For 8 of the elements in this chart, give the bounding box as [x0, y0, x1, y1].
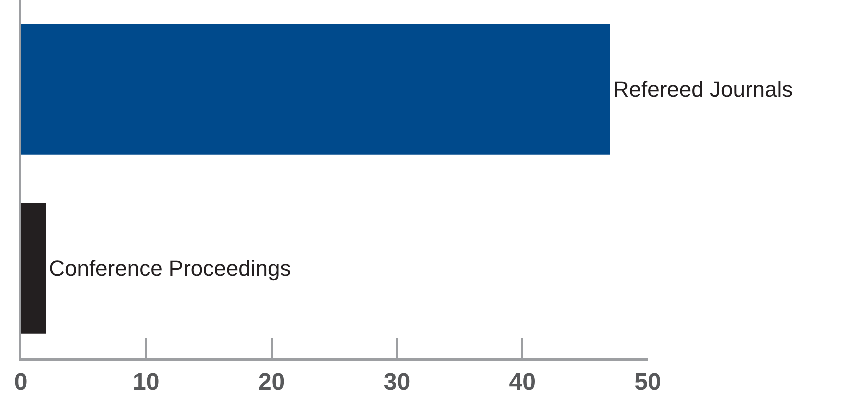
x-tick-label: 50 — [634, 368, 662, 396]
x-tick-label: 0 — [14, 368, 28, 396]
y-tick-label: Conference Proceedings — [49, 256, 292, 282]
x-tick-label: 20 — [258, 368, 286, 396]
y-tick-label: Refereed Journals — [613, 77, 794, 102]
x-tick-label: 10 — [133, 368, 160, 396]
x-tick-label: 40 — [509, 368, 536, 396]
x-tick-label: 30 — [384, 368, 411, 396]
